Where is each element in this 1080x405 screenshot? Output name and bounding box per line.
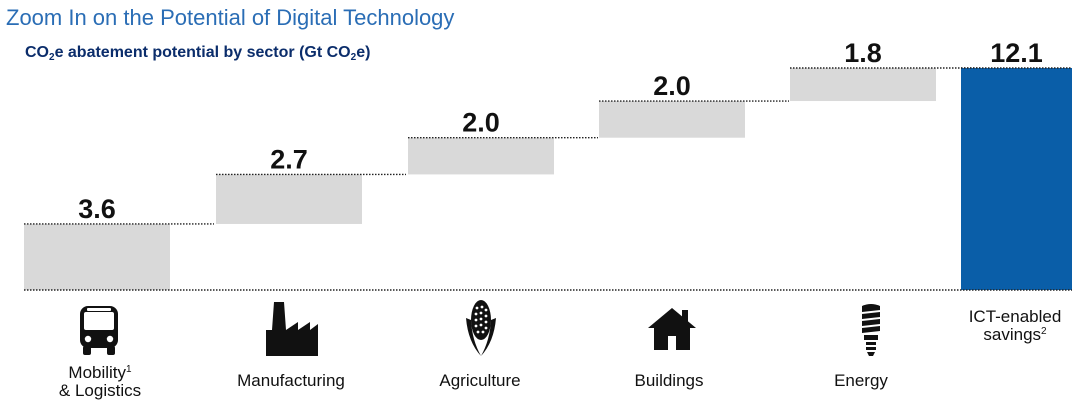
page-title: Zoom In on the Potential of Digital Tech… xyxy=(6,5,455,30)
lightbulb-icon xyxy=(862,304,880,356)
value-label: 3.6 xyxy=(78,194,116,224)
category-label-manufacturing: Manufacturing xyxy=(237,371,345,390)
category-label-energy: Energy xyxy=(834,371,888,390)
category-label-agriculture: Agriculture xyxy=(439,371,521,390)
category-label-buildings: Buildings xyxy=(634,371,704,390)
chart-subtitle: CO2e abatement potential by sector (Gt C… xyxy=(25,44,371,63)
category-label-ict-savings: ICT-enabled savings2 xyxy=(968,307,1062,344)
total-bar xyxy=(961,68,1072,290)
value-label: 2.0 xyxy=(462,108,500,138)
house-icon xyxy=(648,308,696,350)
value-label: 1.8 xyxy=(844,38,882,68)
bus-icon xyxy=(80,306,118,355)
bar-1 xyxy=(24,223,170,290)
bar-4 xyxy=(599,101,745,138)
bar-5 xyxy=(790,68,936,102)
factory-icon xyxy=(266,302,318,356)
bar-2 xyxy=(216,174,362,224)
category-label-mobility: Mobility1 & Logistics xyxy=(58,363,142,400)
value-label: 2.7 xyxy=(270,144,308,174)
bar-3 xyxy=(408,137,554,175)
value-label: 2.0 xyxy=(653,71,691,101)
value-label: 12.1 xyxy=(990,38,1043,68)
corn-icon xyxy=(466,300,496,356)
waterfall-chart: 3.6 2.7 2.0 2.0 1.8 12.1 xyxy=(24,38,1072,291)
